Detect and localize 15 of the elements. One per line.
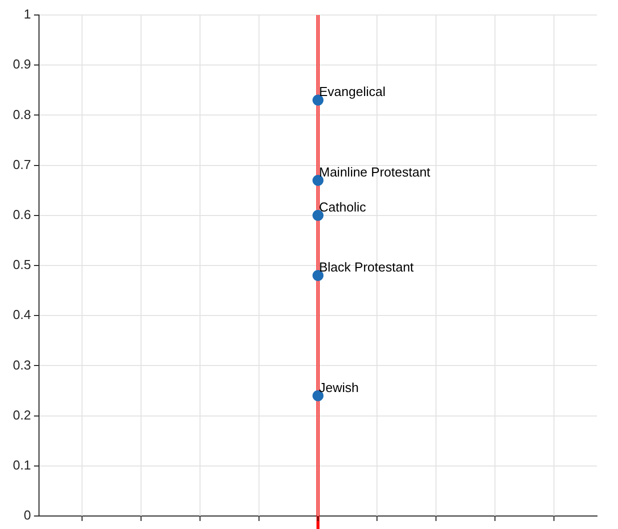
y-tick-label: 0.8 <box>12 106 31 122</box>
y-tick-label: 0.5 <box>12 257 31 272</box>
series-label: Black Protestant <box>319 260 414 275</box>
y-tick-label: 0 <box>24 508 31 523</box>
series-label: Catholic <box>319 199 366 214</box>
y-tick-label: 0.6 <box>12 206 31 222</box>
series-label: Mainline Protestant <box>319 164 431 180</box>
y-tick-label: 0.2 <box>12 407 31 422</box>
y-tick-label: 0.1 <box>12 457 31 472</box>
y-tick-label: 0.9 <box>12 56 31 72</box>
y-tick-label: 1 <box>24 6 31 22</box>
series-label: Evangelical <box>319 84 386 100</box>
y-tick-label: 0.3 <box>12 357 31 372</box>
y-tick-label: 0.4 <box>12 307 31 322</box>
y-tick-label: 0.7 <box>12 156 31 172</box>
